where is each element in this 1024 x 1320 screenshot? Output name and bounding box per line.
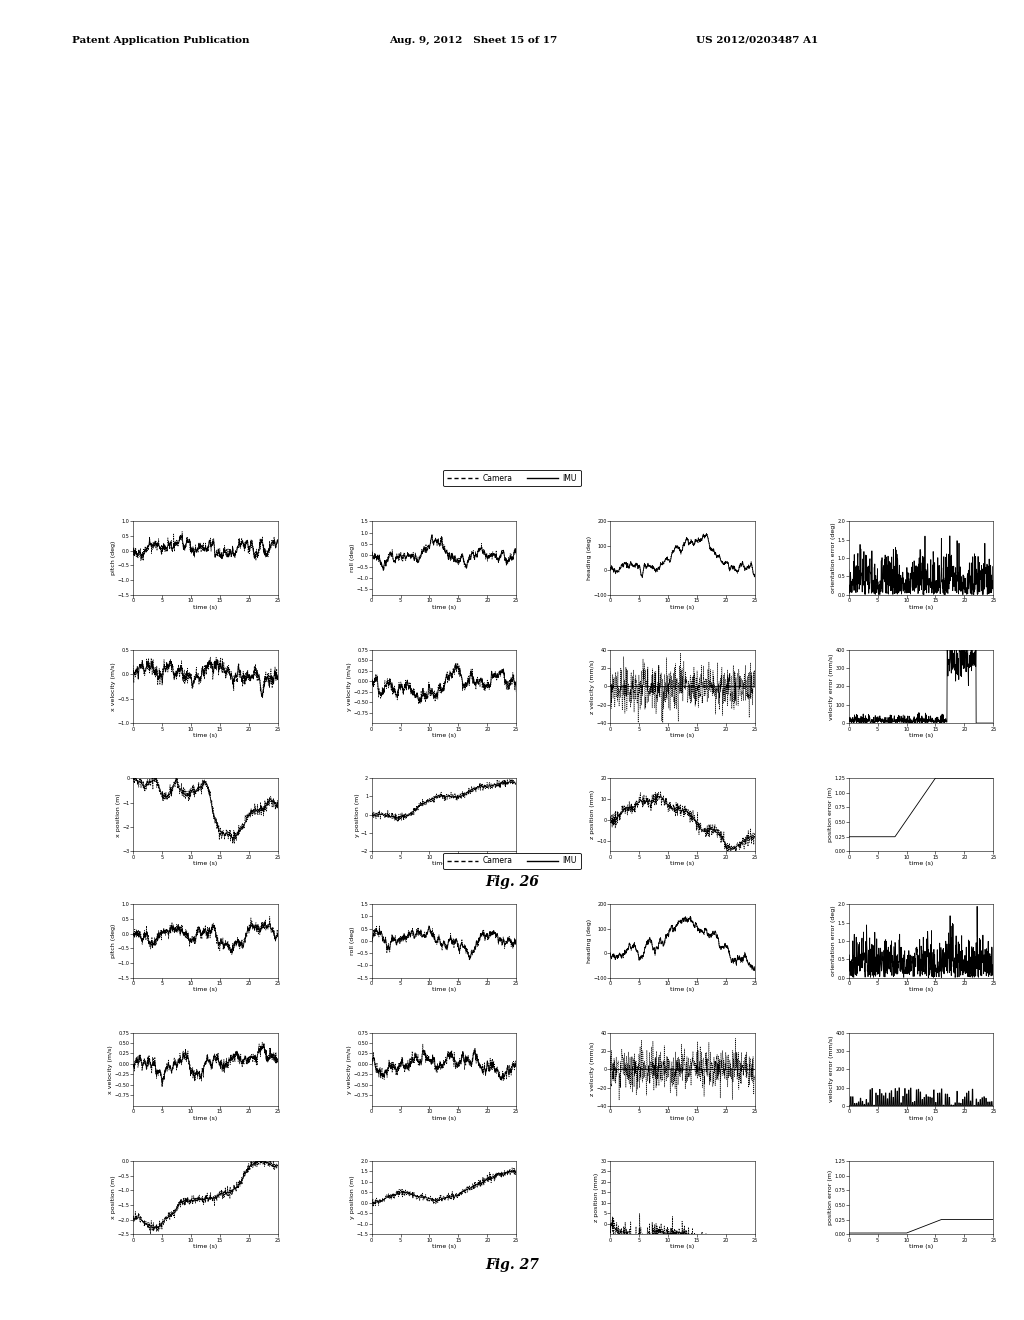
Y-axis label: pitch (deg): pitch (deg)	[112, 541, 117, 576]
Legend: Camera, IMU: Camera, IMU	[443, 853, 581, 869]
X-axis label: time (s): time (s)	[194, 987, 217, 993]
X-axis label: time (s): time (s)	[432, 605, 456, 610]
Y-axis label: position error (m): position error (m)	[828, 1170, 833, 1225]
X-axis label: time (s): time (s)	[909, 733, 933, 738]
X-axis label: time (s): time (s)	[432, 1115, 456, 1121]
Text: Patent Application Publication: Patent Application Publication	[72, 36, 249, 45]
X-axis label: time (s): time (s)	[671, 987, 694, 993]
X-axis label: time (s): time (s)	[194, 861, 217, 866]
Y-axis label: y velocity (m/s): y velocity (m/s)	[347, 663, 352, 710]
Y-axis label: z position (mm): z position (mm)	[594, 1173, 599, 1222]
Y-axis label: y position (m): y position (m)	[350, 1176, 355, 1220]
Y-axis label: x position (m): x position (m)	[112, 1176, 117, 1220]
X-axis label: time (s): time (s)	[432, 861, 456, 866]
X-axis label: time (s): time (s)	[671, 861, 694, 866]
Y-axis label: roll (deg): roll (deg)	[350, 927, 355, 956]
X-axis label: time (s): time (s)	[432, 987, 456, 993]
Y-axis label: orientation error (deg): orientation error (deg)	[831, 523, 837, 594]
X-axis label: time (s): time (s)	[909, 861, 933, 866]
X-axis label: time (s): time (s)	[671, 1115, 694, 1121]
Y-axis label: x position (m): x position (m)	[116, 793, 121, 837]
Y-axis label: y velocity (m/s): y velocity (m/s)	[347, 1045, 352, 1093]
Y-axis label: velocity error (mm/s): velocity error (mm/s)	[829, 1036, 835, 1102]
X-axis label: time (s): time (s)	[671, 1243, 694, 1249]
X-axis label: time (s): time (s)	[671, 733, 694, 738]
Y-axis label: z position (mm): z position (mm)	[590, 791, 595, 840]
Y-axis label: pitch (deg): pitch (deg)	[112, 924, 117, 958]
X-axis label: time (s): time (s)	[909, 987, 933, 993]
Y-axis label: z velocity (mm/s): z velocity (mm/s)	[590, 1041, 595, 1097]
Y-axis label: velocity error (mm/s): velocity error (mm/s)	[829, 653, 835, 719]
Y-axis label: heading (deg): heading (deg)	[587, 536, 592, 579]
Y-axis label: y position (m): y position (m)	[354, 793, 359, 837]
Text: Fig. 27: Fig. 27	[485, 1258, 539, 1272]
X-axis label: time (s): time (s)	[194, 733, 217, 738]
Y-axis label: roll (deg): roll (deg)	[350, 544, 355, 573]
X-axis label: time (s): time (s)	[194, 1243, 217, 1249]
X-axis label: time (s): time (s)	[432, 733, 456, 738]
Text: Aug. 9, 2012   Sheet 15 of 17: Aug. 9, 2012 Sheet 15 of 17	[389, 36, 557, 45]
Y-axis label: position error (m): position error (m)	[828, 787, 833, 842]
Text: US 2012/0203487 A1: US 2012/0203487 A1	[696, 36, 818, 45]
Legend: Camera, IMU: Camera, IMU	[443, 470, 581, 486]
X-axis label: time (s): time (s)	[909, 1243, 933, 1249]
Y-axis label: heading (deg): heading (deg)	[587, 919, 592, 962]
X-axis label: time (s): time (s)	[909, 1115, 933, 1121]
Y-axis label: orientation error (deg): orientation error (deg)	[831, 906, 837, 977]
Text: Fig. 26: Fig. 26	[485, 875, 539, 890]
X-axis label: time (s): time (s)	[671, 605, 694, 610]
X-axis label: time (s): time (s)	[194, 1115, 217, 1121]
X-axis label: time (s): time (s)	[194, 605, 217, 610]
X-axis label: time (s): time (s)	[909, 605, 933, 610]
X-axis label: time (s): time (s)	[432, 1243, 456, 1249]
Y-axis label: x velocity (m/s): x velocity (m/s)	[109, 1045, 114, 1093]
Y-axis label: z velocity (mm/s): z velocity (mm/s)	[590, 659, 595, 714]
Y-axis label: x velocity (m/s): x velocity (m/s)	[112, 663, 117, 710]
